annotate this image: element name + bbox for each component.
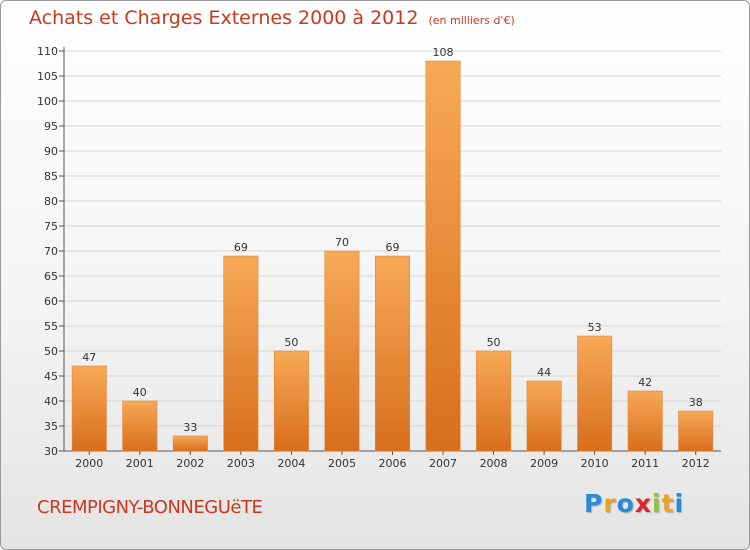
bar-value-label: 47 xyxy=(82,351,96,364)
y-tick-label: 100 xyxy=(37,95,58,108)
y-tick-label: 75 xyxy=(44,220,58,233)
bar-value-label: 69 xyxy=(386,241,400,254)
bar-value-label: 108 xyxy=(433,46,454,59)
bar-value-label: 38 xyxy=(689,396,703,409)
bar-2007 xyxy=(425,60,461,452)
labels: 30 35 40 45 50 55 60 65 70 75 80 85 90 95 100 105 110 47 2… xyxy=(37,45,710,470)
bar-value-label: 53 xyxy=(588,321,602,334)
chart-title-text: Achats et Charges Externes 2000 à 2012 xyxy=(29,7,419,29)
bar-2011 xyxy=(627,390,663,452)
x-tick-label: 2006 xyxy=(379,457,407,470)
chart-title: Achats et Charges Externes 2000 à 2012 (e… xyxy=(29,7,515,29)
bar-2001 xyxy=(122,400,158,452)
x-tick-label: 2000 xyxy=(75,457,103,470)
x-tick-label: 2003 xyxy=(227,457,255,470)
x-tick-label: 2001 xyxy=(126,457,154,470)
y-tick-label: 105 xyxy=(37,70,58,83)
x-tick-label: 2005 xyxy=(328,457,356,470)
x-tick-label: 2012 xyxy=(682,457,710,470)
logo-letter: r xyxy=(603,489,617,518)
bar-value-label: 50 xyxy=(487,336,501,349)
x-tick-label: 2009 xyxy=(530,457,558,470)
bar-2002 xyxy=(172,435,208,452)
y-tick-label: 30 xyxy=(44,445,58,458)
bar-value-label: 33 xyxy=(183,421,197,434)
proxiti-logo[interactable]: Proxiti xyxy=(584,489,684,518)
bar-value-label: 70 xyxy=(335,236,349,249)
y-tick-label: 50 xyxy=(44,345,58,358)
bar-2004 xyxy=(273,350,309,452)
bar-2006 xyxy=(375,255,410,452)
bar-value-label: 69 xyxy=(234,241,248,254)
y-tick-label: 95 xyxy=(44,120,58,133)
logo-letter: i xyxy=(674,489,685,518)
logo-letter: P xyxy=(584,489,604,518)
bar-2003 xyxy=(223,255,259,452)
bar-2012 xyxy=(678,410,714,452)
bar-value-label: 50 xyxy=(284,336,298,349)
logo-letter: o xyxy=(616,489,635,518)
y-tick-label: 40 xyxy=(44,395,58,408)
town-name: CREMPIGNY-BONNEGUëTE xyxy=(37,497,263,518)
y-tick-label: 80 xyxy=(44,195,58,208)
x-tick-label: 2008 xyxy=(480,457,508,470)
bar-2000 xyxy=(71,365,107,452)
bar-2009 xyxy=(526,380,562,452)
logo-letter: i xyxy=(652,489,662,518)
y-tick-label: 65 xyxy=(44,270,58,283)
logo-letter: t xyxy=(661,489,675,518)
x-tick-label: 2011 xyxy=(631,457,659,470)
bars xyxy=(71,60,714,452)
bar-2008 xyxy=(476,350,512,452)
y-tick-label: 35 xyxy=(44,420,58,433)
y-tick-label: 70 xyxy=(44,245,58,258)
bar-value-label: 40 xyxy=(133,386,147,399)
logo-letter: x xyxy=(634,489,652,518)
y-tick-label: 60 xyxy=(44,295,58,308)
x-tick-label: 2007 xyxy=(429,457,457,470)
bar-value-label: 42 xyxy=(638,376,652,389)
bar-2010 xyxy=(577,335,613,452)
x-tick-label: 2004 xyxy=(277,457,305,470)
bar-2005 xyxy=(324,250,360,452)
chart-subtitle: (en milliers d'€) xyxy=(428,14,515,27)
x-tick-label: 2002 xyxy=(176,457,204,470)
y-tick-label: 45 xyxy=(44,370,58,383)
y-tick-label: 110 xyxy=(37,45,58,58)
bar-value-label: 44 xyxy=(537,366,551,379)
y-tick-label: 85 xyxy=(44,170,58,183)
x-tick-label: 2010 xyxy=(581,457,609,470)
y-tick-label: 55 xyxy=(44,320,58,333)
y-tick-label: 90 xyxy=(44,145,58,158)
